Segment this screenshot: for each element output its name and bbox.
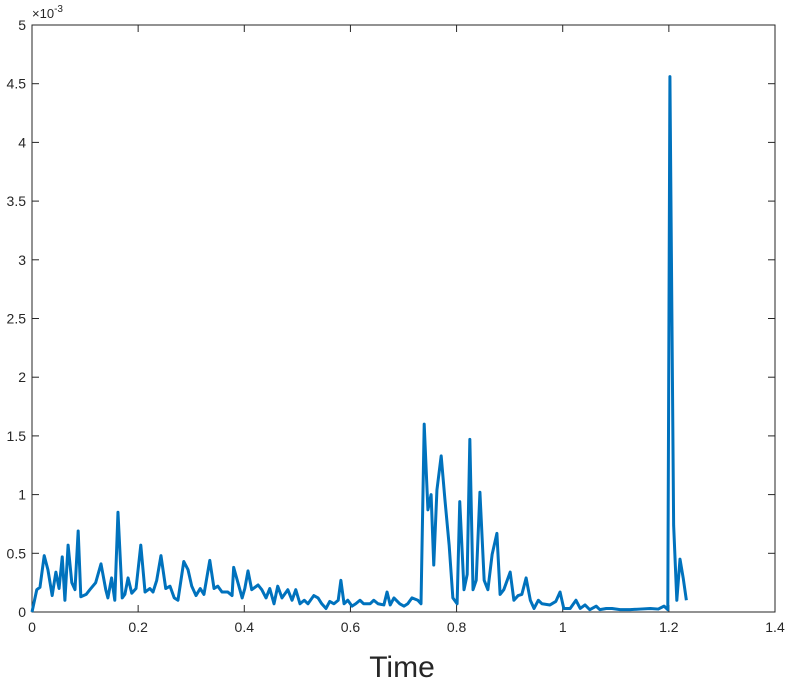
y-tick-label: 4.5 — [7, 76, 27, 92]
plot-area — [31, 24, 776, 613]
x-tick-label: 1.4 — [765, 619, 785, 635]
y-tick-label: 3.5 — [7, 193, 27, 209]
y-tick-label: 2 — [18, 369, 26, 385]
x-tick-label: 0.4 — [235, 619, 255, 635]
y-multiplier-exponent: -3 — [54, 4, 63, 15]
x-tick-label: 1 — [559, 619, 567, 635]
y-tick-label: 4 — [18, 134, 26, 150]
x-tick-label: 0.2 — [128, 619, 148, 635]
y-tick-label: 0.5 — [7, 545, 27, 561]
x-tick-label: 0 — [28, 619, 36, 635]
y-tick-label: 5 — [18, 17, 26, 33]
y-tick-label: 0 — [18, 604, 26, 620]
x-tick-label: 0.8 — [447, 619, 467, 635]
data-line — [30, 75, 688, 613]
x-tick-label: 1.2 — [659, 619, 679, 635]
y-tick-label: 2.5 — [7, 311, 27, 327]
y-tick-label: 1 — [18, 487, 26, 503]
x-tick-label: 0.6 — [341, 619, 361, 635]
x-axis-label: Time — [369, 651, 435, 684]
y-tick-label: 3 — [18, 252, 26, 268]
y-multiplier-base: ×10 — [32, 6, 54, 21]
y-multiplier: ×10-3 — [32, 4, 63, 21]
y-tick-label: 1.5 — [7, 428, 27, 444]
